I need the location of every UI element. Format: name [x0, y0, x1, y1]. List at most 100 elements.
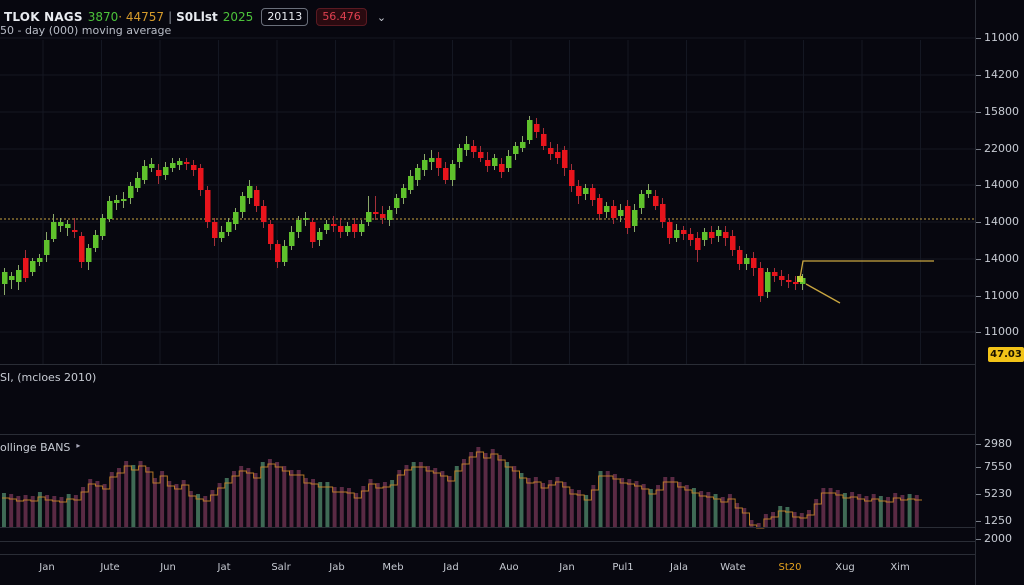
price-value-green: 3870 — [87, 10, 119, 24]
candle-body — [23, 258, 29, 278]
expand-arrow-icon[interactable]: ▸ — [76, 441, 81, 450]
volume-bar — [670, 477, 675, 527]
candle-body — [219, 232, 225, 238]
price-chart-canvas[interactable] — [0, 0, 975, 555]
candle-body — [457, 148, 463, 162]
symbol-name[interactable]: TLOK NAGS — [4, 10, 83, 24]
chevron-down-icon[interactable]: ⌄ — [376, 10, 387, 24]
candle-body — [394, 198, 400, 208]
candle-body — [261, 206, 267, 222]
secondary-symbol[interactable]: S0Llst — [176, 10, 218, 24]
candle-body — [156, 170, 162, 176]
candle-body — [275, 244, 281, 262]
volume-bar — [821, 488, 826, 527]
candle-body — [702, 232, 708, 240]
volume-bar — [807, 510, 811, 527]
candle-body — [548, 148, 554, 154]
volume-bar — [102, 484, 107, 527]
candle-body — [205, 190, 211, 222]
volume-bar — [160, 471, 165, 527]
volume-bar — [713, 494, 718, 527]
panel-divider-rsi — [0, 434, 975, 435]
volume-bar — [138, 461, 143, 527]
volume-bar — [555, 477, 560, 527]
volume-bar — [727, 494, 732, 527]
volume-bar — [462, 459, 466, 527]
price-tick: 11000 — [976, 289, 1019, 302]
volume-bar — [519, 473, 524, 527]
volume-bar — [756, 523, 761, 527]
candle-body — [408, 176, 414, 190]
volume-bar — [778, 506, 783, 527]
volume-bar — [217, 483, 222, 527]
candle-body — [415, 168, 421, 180]
candle-body — [569, 170, 575, 186]
price-change-orange: · 44757 — [118, 10, 165, 24]
volume-bar — [577, 490, 581, 527]
price-tick: 11000 — [976, 31, 1019, 44]
candle-body — [772, 272, 778, 276]
interval-pill[interactable]: 20113 — [261, 8, 309, 26]
volume-tick: 2000 — [976, 532, 1012, 545]
candle-body — [618, 210, 624, 216]
volume-bar — [612, 474, 617, 527]
candle-body — [506, 156, 512, 168]
volume-bar — [735, 503, 740, 527]
volume-bar — [23, 495, 28, 527]
volume-bar — [167, 481, 172, 527]
time-axis[interactable]: Jan Jute Jun Jat Salr Jab Meb Jad Auo Jan Pul1 Jala… — [0, 555, 975, 585]
volume-bar — [368, 479, 373, 527]
volume-bar — [390, 480, 395, 527]
volume-bar — [260, 462, 265, 527]
volume-bar — [152, 478, 157, 527]
volume-bar — [914, 495, 919, 527]
candle-body — [226, 222, 232, 232]
candle-body — [485, 160, 491, 166]
candle-body — [30, 261, 36, 272]
candle-body — [324, 224, 330, 230]
header-separator: | — [168, 10, 173, 24]
volume-bar — [864, 496, 869, 527]
candle-body — [793, 282, 799, 284]
candle-body — [16, 270, 22, 282]
candle-body — [72, 230, 78, 232]
volume-bar — [476, 447, 481, 527]
candle-body — [534, 124, 540, 132]
volume-bar — [771, 512, 776, 527]
candle-body — [177, 161, 183, 165]
candle-body — [513, 146, 519, 154]
volume-bar — [196, 494, 201, 527]
candle-body — [296, 220, 302, 232]
candle-body — [191, 165, 197, 170]
volume-bar — [433, 468, 438, 527]
candle-body — [422, 160, 428, 170]
candle-body — [737, 250, 743, 264]
volume-tick: 2980 — [976, 437, 1012, 450]
volume-bar — [9, 494, 14, 527]
candle-body — [37, 258, 43, 262]
change-pill[interactable]: 56.476 — [316, 8, 367, 26]
volume-bar — [124, 461, 129, 527]
volume-tick: 7550 — [976, 460, 1012, 473]
time-axis-top-border — [0, 554, 975, 555]
projection-line — [805, 283, 841, 304]
volume-bar — [325, 482, 330, 527]
projection-line — [799, 260, 934, 279]
price-axis[interactable]: 11000 14200 15800 22000 14000 14000 14000 11000… — [975, 0, 1024, 585]
candle-body — [107, 201, 113, 219]
time-tick-label: Jad — [443, 562, 459, 573]
volume-bar — [210, 490, 215, 527]
price-tick: 11000 — [976, 325, 1019, 338]
candle-body — [723, 232, 729, 238]
volume-bar — [648, 489, 653, 527]
volume-bar — [37, 492, 42, 527]
volume-bar — [339, 487, 344, 527]
volume-bar — [30, 496, 35, 527]
volume-bar — [469, 452, 474, 527]
volume-bar — [375, 483, 380, 527]
price-tick: 22000 — [976, 142, 1019, 155]
candle-body — [751, 258, 757, 268]
candle-body — [86, 248, 92, 262]
volume-bar — [749, 520, 754, 527]
volume-bar — [275, 462, 280, 527]
